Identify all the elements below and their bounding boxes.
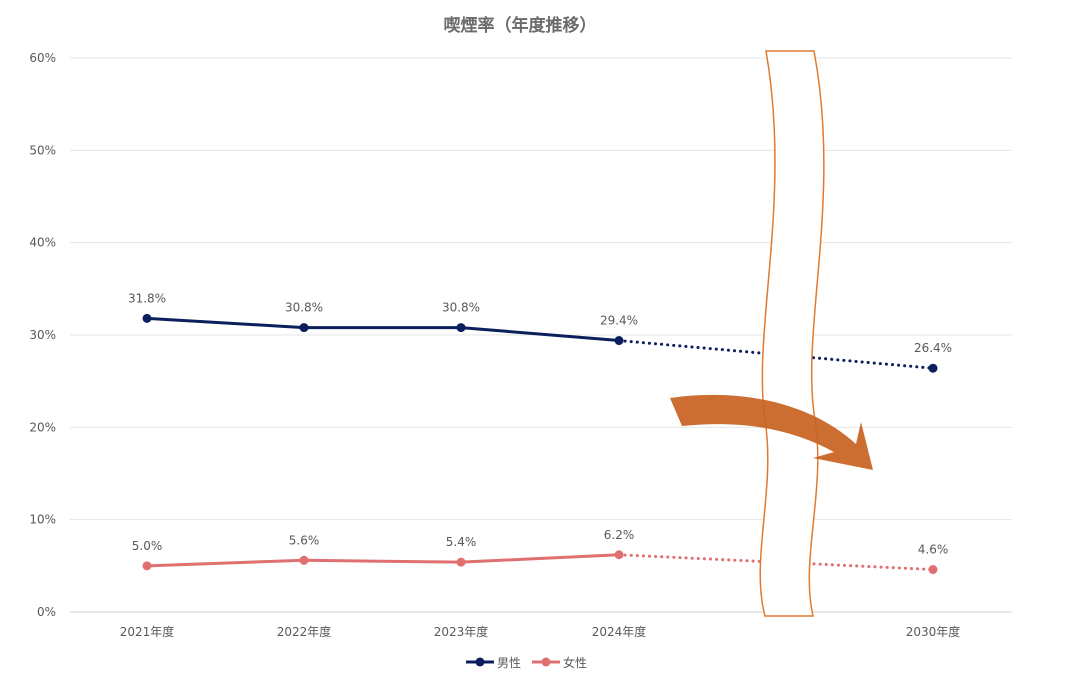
y-tick-label: 60% xyxy=(29,51,56,65)
data-label: 30.8% xyxy=(285,301,323,315)
data-point xyxy=(299,323,309,333)
series-line-2 xyxy=(146,553,620,568)
y-tick-label: 0% xyxy=(37,605,56,619)
y-tick-label: 30% xyxy=(29,328,56,342)
data-label: 5.6% xyxy=(289,533,320,547)
data-point xyxy=(299,555,309,565)
data-point xyxy=(614,550,624,560)
gridlines xyxy=(70,57,1012,613)
data-label: 30.8% xyxy=(442,301,480,315)
data-label: 6.2% xyxy=(604,528,635,542)
legend: 男性 女性 xyxy=(466,655,587,670)
x-tick-label: 2022年度 xyxy=(277,624,332,639)
data-point xyxy=(928,363,938,373)
axis-break-band xyxy=(759,50,825,617)
data-point xyxy=(142,561,152,571)
legend-label: 女性 xyxy=(563,655,587,670)
y-tick-label: 50% xyxy=(29,143,56,157)
x-tick-label: 2023年度 xyxy=(434,624,489,639)
chart-title: 喫煙率（年度推移） xyxy=(444,15,597,36)
trend-arrow xyxy=(670,394,873,470)
data-label: 4.6% xyxy=(918,543,949,557)
data-point xyxy=(614,336,624,346)
data-label: 26.4% xyxy=(914,341,952,355)
data-label: 5.4% xyxy=(446,535,477,549)
x-tick-label: 2030年度 xyxy=(906,624,961,639)
y-tick-label: 40% xyxy=(29,236,56,250)
x-tick-label: 2024年度 xyxy=(592,624,647,639)
y-tick-label: 20% xyxy=(29,420,56,434)
y-tick-label: 10% xyxy=(29,513,56,527)
data-label: 5.0% xyxy=(132,539,163,553)
data-labels: 31.8% 30.8% 30.8% 29.4% 26.4% 5.0% 5.6% 5.4% 6.2… xyxy=(128,291,952,556)
data-label: 31.8% xyxy=(128,291,166,305)
data-label: 29.4% xyxy=(600,314,638,328)
legend-marker xyxy=(541,657,551,667)
series-line-1 xyxy=(146,316,620,343)
data-point xyxy=(456,557,466,567)
legend-label: 男性 xyxy=(497,656,521,670)
data-point xyxy=(142,313,152,323)
axis-break-annotation xyxy=(670,50,873,617)
data-point xyxy=(456,323,466,333)
data-point xyxy=(928,565,938,575)
x-tick-label: 2021年度 xyxy=(120,624,175,639)
x-axis-tick-labels: 2021年度 2022年度 2023年度 2024年度 2030年度 xyxy=(120,624,961,639)
y-axis-tick-labels: 0% 10% 20% 30% 40% 50% 60% xyxy=(29,51,56,619)
legend-marker xyxy=(475,657,485,667)
